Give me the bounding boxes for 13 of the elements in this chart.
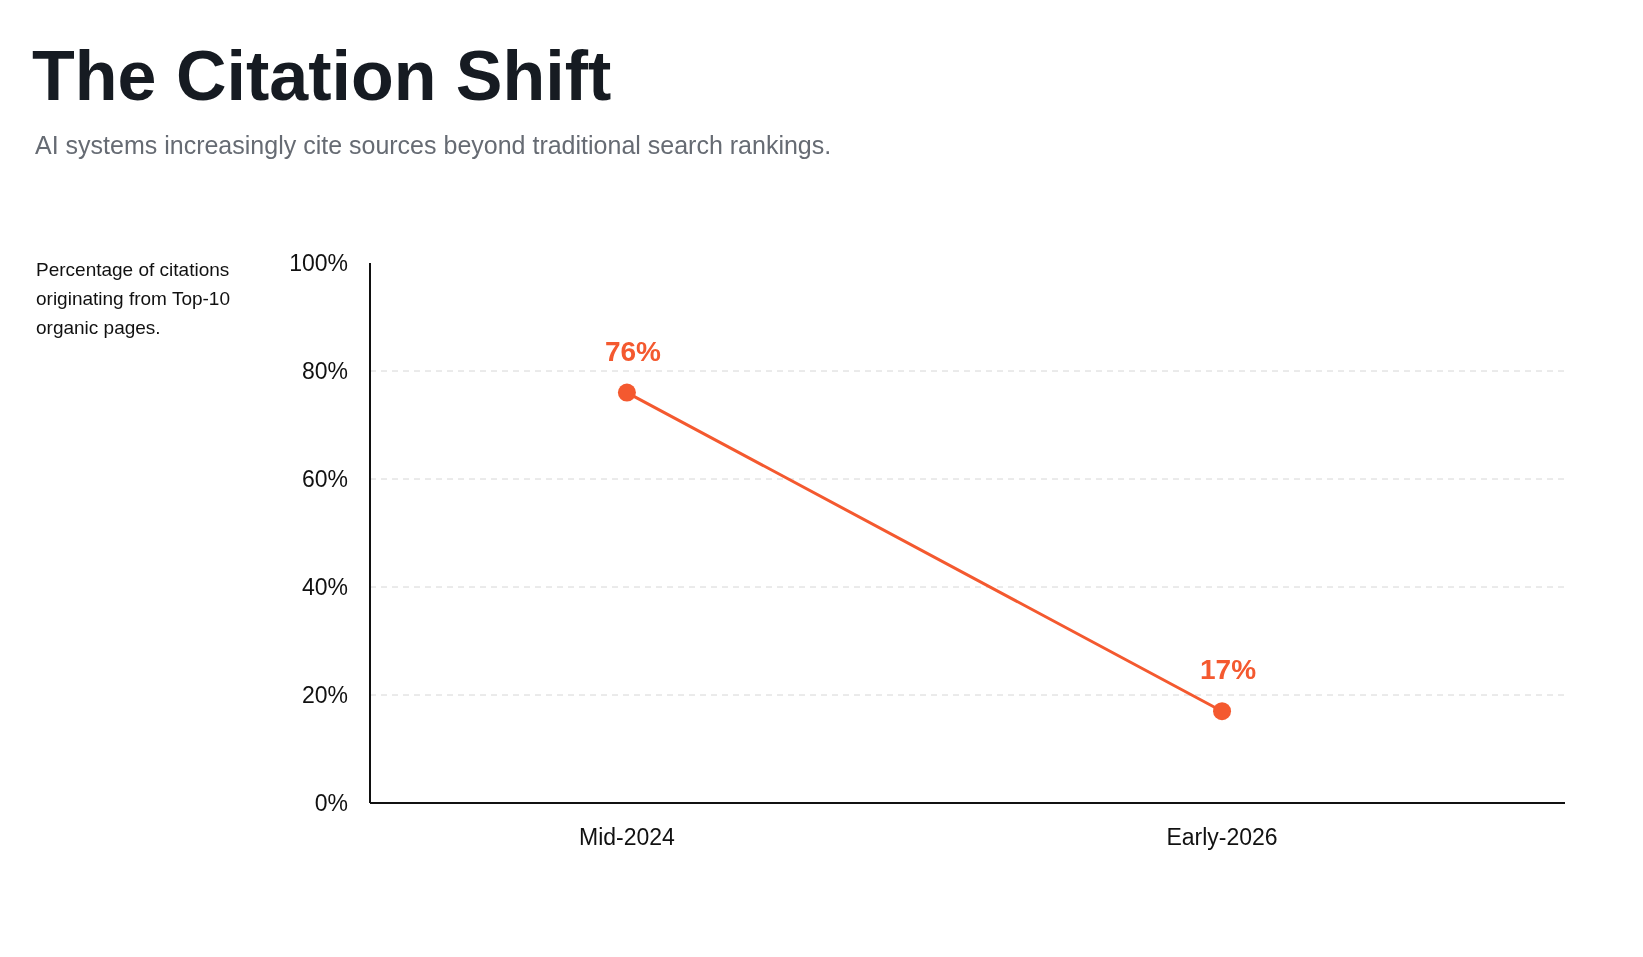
chart-title: The Citation Shift — [32, 37, 612, 115]
y-tick-label: 20% — [301, 682, 348, 709]
y-tick-label: 80% — [301, 358, 348, 385]
y-tick-label: 100% — [289, 250, 348, 277]
y-tick-label: 40% — [301, 574, 348, 601]
data-label: 17% — [1200, 654, 1257, 686]
x-tick-label: Mid-2024 — [578, 824, 676, 850]
y-axis-title: Percentage of citations originating from Top-10 organic pages. — [36, 259, 230, 338]
data-label: 76% — [604, 335, 662, 367]
chart-subtitle: AI systems increasingly cite sources beyond traditional search rankings. — [35, 131, 832, 159]
y-tick-label: 60% — [301, 466, 348, 493]
y-tick-label: 0% — [314, 790, 348, 817]
x-tick-label: Early-2026 — [1166, 824, 1278, 850]
